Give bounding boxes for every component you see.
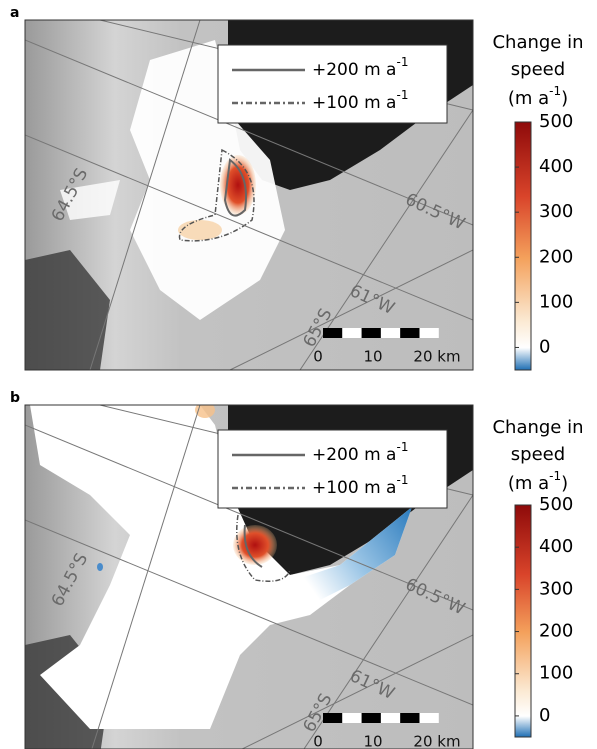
ice-speed-area [130,40,285,320]
colorbar-title: speed [511,444,565,465]
graticule [89,20,201,370]
legend-box [217,429,448,509]
legend-box [217,44,448,124]
map-frame [24,404,474,749]
speed-change-top [195,405,215,418]
colorbar-unit: (m a-1) [508,84,568,110]
colorbar-tick-label: 200 [539,621,573,642]
scale-label: 20 km [413,733,460,749]
text-part: -1 [396,473,408,487]
colorbar-title: Change in [492,32,583,53]
scale-label: 0 [313,733,323,749]
colorbar-tick-label: 400 [539,536,573,557]
text-part: -1 [549,469,561,483]
colorbar-tick-label: 500 [539,111,573,132]
colorbar-tick-label: 100 [539,291,573,312]
map-frame [24,19,474,371]
ice-speed-area [60,180,120,220]
scale-bar-segment [323,713,343,723]
text-part: -1 [549,84,561,98]
colorbar-tick-label: 0 [539,705,550,726]
colorbar-tick-label: 300 [539,201,573,222]
graticule [25,424,473,611]
contour-200 [223,158,247,217]
speed-change-dot [97,563,103,571]
colorbar-tick-label: 400 [539,156,573,177]
scale-bar-segment [419,713,439,723]
text-part: ) [561,473,568,494]
colorbar-unit: (m a-1) [508,469,568,495]
colorbar-tick-label: 100 [539,663,573,684]
text-part: +100 m a [312,478,396,498]
scale-bar-segment [323,328,343,338]
colorbar-tick-label: 200 [539,246,573,267]
text-part: (m a [508,88,549,109]
scale-bar-segment [400,713,420,723]
colorbar-title: Change in [492,417,583,438]
scale-bar-segment [419,328,439,338]
scale-bar-segment [380,328,401,338]
scale-label: 20 km [413,348,460,366]
panel-label: a [10,5,19,21]
panel: 64.5°S 60.5°W65°S61°W0 10 20 kma+200 m a-1+… [10,5,584,371]
graticule [25,39,473,226]
graticule [241,634,473,749]
legend-text: +200 m a-1 [312,55,408,81]
graticule [25,134,473,321]
scale-label: 10 [363,733,382,749]
text-part: +100 m a [312,93,396,113]
text-part: +200 m a [312,60,396,80]
graticule [303,494,473,749]
speed-change-low [178,220,222,240]
scale-bar-segment [361,328,381,338]
colorbar [514,121,532,371]
legend-text: +200 m a-1 [312,440,408,466]
colorbar [514,504,532,738]
panel-label: b [10,390,20,406]
text-part: -1 [396,55,408,69]
graticule [299,109,473,370]
scale-bar-segment [342,713,362,723]
dark-rock [25,250,110,370]
scale-label: 10 [363,348,382,366]
speed-change-high [233,525,277,565]
text-part: -1 [396,440,408,454]
graticule [25,519,473,706]
scale-bar-segment [380,713,401,723]
text-part: +200 m a [312,445,396,465]
contour-100 [236,514,291,582]
text-part: ) [561,88,568,109]
speed-change-decrease [295,507,412,605]
colorbar-tick-label: 0 [539,336,550,357]
scale-bar-segment [400,328,420,338]
legend-text: +100 m a-1 [312,88,408,114]
text-part: -1 [396,88,408,102]
ice-speed-area [30,405,412,729]
colorbar-tick-label: 300 [539,578,573,599]
scale-label: 0 [313,348,323,366]
contour-100 [178,148,255,242]
speed-change-high [220,155,256,215]
text-part: (m a [508,473,549,494]
graticule [229,249,473,370]
contour-200 [243,524,263,568]
panel: 64.5°S 60.5°W65°S61°W0 10 20 kmb+200 m a-1+… [10,390,584,749]
colorbar-title: speed [511,59,565,80]
colorbar-tick-label: 500 [539,494,573,515]
scale-bar-segment [361,713,381,723]
graticule [91,405,201,749]
legend-text: +100 m a-1 [312,473,408,499]
scale-bar-segment [342,328,362,338]
